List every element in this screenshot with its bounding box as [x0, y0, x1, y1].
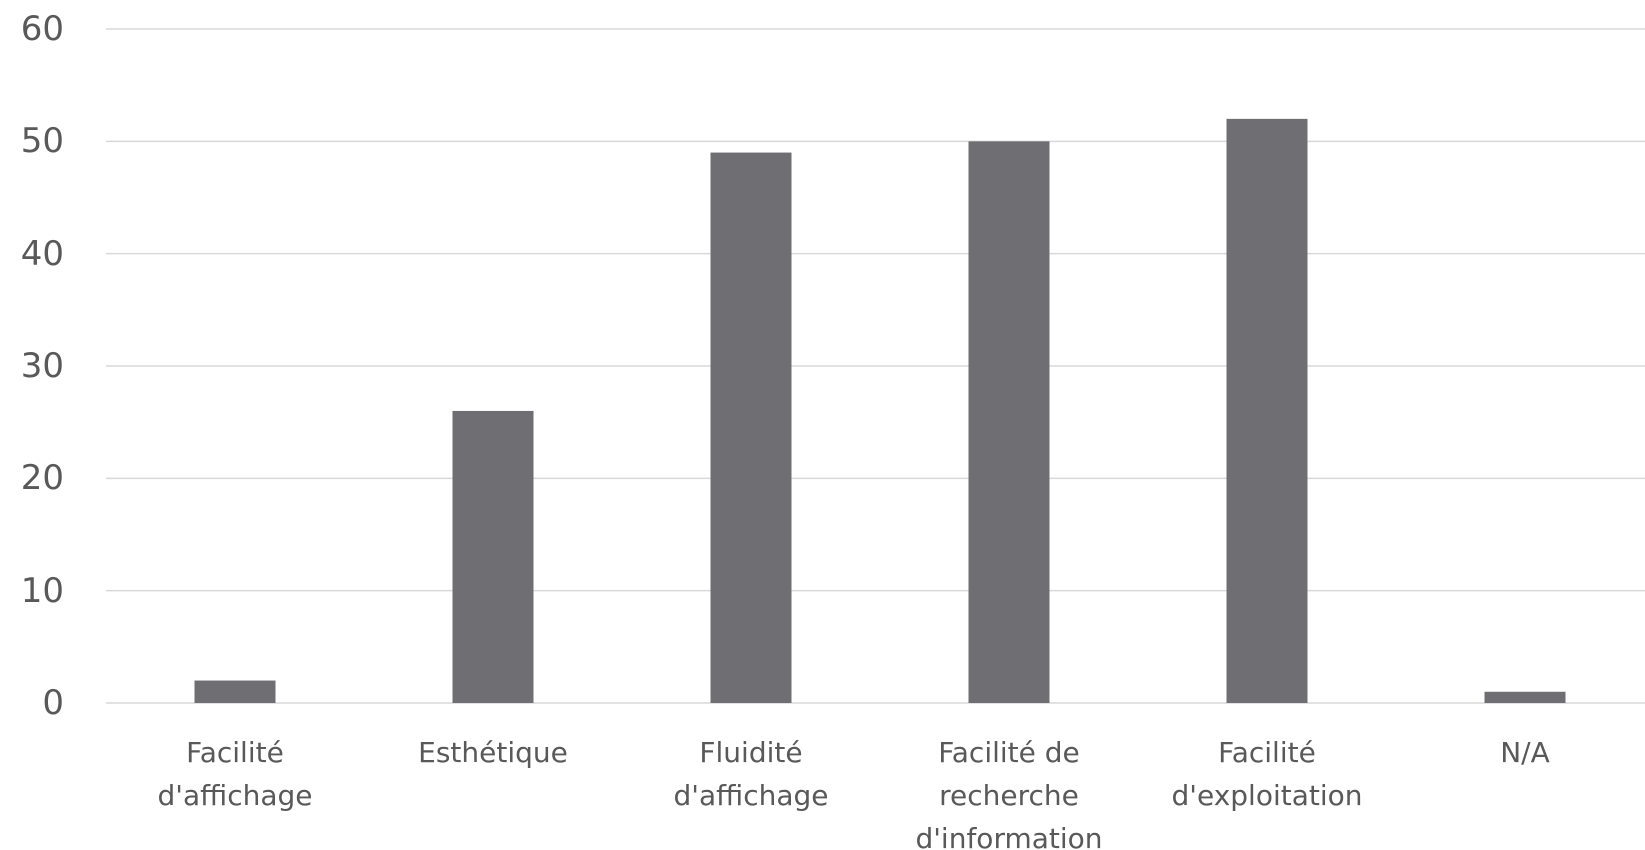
x-tick-label: Facilité d'affichage [157, 736, 313, 812]
x-tick-label: Esthétique [418, 736, 568, 769]
bar [710, 152, 792, 704]
y-tick-label: 60 [20, 9, 64, 49]
y-tick-label: 20 [20, 458, 64, 499]
x-tick-label: Facilité d'exploitation [1171, 736, 1363, 812]
bar [1226, 118, 1308, 703]
y-tick-label: 50 [20, 121, 64, 162]
bar [452, 410, 534, 703]
bar [194, 680, 276, 703]
x-tick-label: N/A [1500, 736, 1550, 769]
y-tick-label: 10 [20, 570, 64, 611]
y-tick-label: 30 [20, 346, 64, 386]
bar [968, 141, 1050, 704]
y-tick-label: 40 [20, 233, 64, 274]
bar [1484, 691, 1566, 703]
x-tick-label: Facilité de recherche d'information [915, 736, 1103, 850]
y-tick-label: 0 [42, 683, 64, 723]
x-tick-label: Fluidité d'affichage [673, 736, 829, 812]
